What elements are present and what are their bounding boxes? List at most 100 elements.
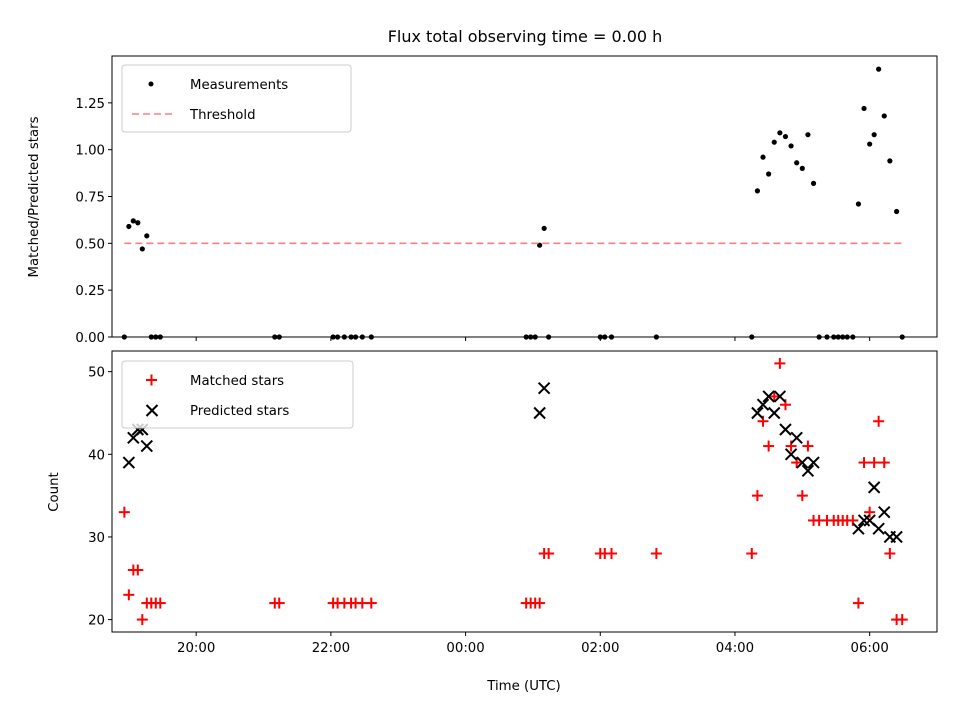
x-tick-label: 22:00 bbox=[312, 641, 350, 656]
top-legend-box bbox=[121, 64, 352, 133]
data-point bbox=[774, 357, 786, 369]
data-point bbox=[893, 208, 900, 215]
data-point bbox=[154, 597, 166, 609]
data-point bbox=[790, 431, 803, 444]
data-point bbox=[872, 522, 885, 535]
data-point bbox=[543, 547, 555, 559]
data-point bbox=[867, 141, 873, 147]
bottom-panel: 20 30 40 50 20:00 22:00 00:00 02:00 04:00 06:00 C… bbox=[47, 350, 938, 694]
legend-label-predicted: Predicted stars bbox=[190, 404, 289, 419]
x-tick-label: 00:00 bbox=[446, 641, 484, 656]
bottom-axes-frame bbox=[111, 350, 938, 633]
x-tick-label: 06:00 bbox=[850, 641, 888, 656]
y-tick-label: 0.25 bbox=[75, 284, 105, 299]
data-point bbox=[760, 154, 766, 160]
data-point bbox=[855, 201, 862, 207]
x-tick-label: 04:00 bbox=[716, 641, 754, 656]
chart-title: Flux total observing time = 0.00 h bbox=[388, 27, 663, 46]
bottom-y-axis-label: Count bbox=[47, 472, 62, 512]
data-point bbox=[118, 506, 130, 518]
data-point bbox=[887, 158, 893, 164]
series-matched-stars bbox=[118, 357, 908, 626]
data-point bbox=[537, 381, 551, 395]
y-tick-label: 0.50 bbox=[75, 237, 105, 252]
y-tick-label: 40 bbox=[88, 448, 105, 463]
data-point bbox=[857, 514, 871, 527]
top-y-axis-label: Matched/Predicted stars bbox=[27, 116, 42, 277]
data-point bbox=[756, 398, 770, 411]
data-point bbox=[805, 132, 811, 138]
data-point bbox=[779, 423, 792, 436]
data-point bbox=[763, 440, 775, 452]
data-point bbox=[144, 233, 150, 239]
top-axes-frame bbox=[111, 55, 938, 338]
data-point bbox=[122, 456, 136, 469]
data-point bbox=[796, 490, 808, 502]
data-point bbox=[754, 188, 761, 194]
y-tick-label: 1.25 bbox=[75, 97, 105, 112]
x-tick-label: 02:00 bbox=[581, 641, 619, 656]
top-panel: Flux total observing time = 0.00 h 0.000… bbox=[27, 27, 938, 346]
data-point bbox=[605, 547, 617, 559]
data-point bbox=[140, 439, 154, 453]
data-point bbox=[796, 456, 809, 469]
data-point bbox=[801, 464, 815, 478]
data-point bbox=[126, 223, 132, 230]
legend-marker-matched bbox=[146, 374, 157, 386]
data-point bbox=[746, 547, 758, 559]
legend-label-threshold: Threshold bbox=[189, 108, 256, 123]
data-point bbox=[873, 415, 885, 427]
data-point bbox=[766, 171, 772, 177]
data-point bbox=[762, 390, 775, 403]
y-tick-label: 20 bbox=[88, 614, 105, 629]
x-tick-label: 20:00 bbox=[177, 641, 215, 656]
top-axes-layer: 0.00 0.25 0.50 0.75 1.00 1.25 bbox=[75, 97, 871, 346]
bottom-legend: Matched stars Predicted stars bbox=[121, 360, 354, 429]
legend-label-measurements: Measurements bbox=[190, 78, 288, 93]
data-point bbox=[802, 440, 814, 452]
data-point bbox=[782, 133, 789, 140]
data-point bbox=[878, 457, 890, 469]
data-point bbox=[868, 457, 880, 469]
data-point bbox=[858, 457, 870, 469]
bottom-axes-layer: 20 30 40 50 20:00 22:00 00:00 02:00 04:00 06:00 bbox=[88, 366, 889, 656]
data-point bbox=[135, 220, 141, 226]
data-point bbox=[890, 530, 903, 544]
legend-marker-predicted bbox=[145, 404, 159, 417]
data-point bbox=[810, 180, 817, 186]
data-point bbox=[799, 165, 805, 171]
data-point bbox=[751, 406, 764, 420]
data-point bbox=[876, 66, 882, 72]
y-tick-label: 30 bbox=[88, 531, 105, 546]
top-legend: Measurements Threshold bbox=[121, 64, 352, 133]
data-point bbox=[794, 160, 800, 166]
data-point bbox=[881, 113, 887, 119]
data-point bbox=[534, 597, 546, 609]
data-point bbox=[123, 589, 135, 601]
y-tick-label: 50 bbox=[88, 366, 105, 381]
data-point bbox=[807, 456, 820, 469]
data-point bbox=[273, 597, 285, 609]
data-point bbox=[537, 242, 543, 248]
data-point bbox=[136, 614, 148, 626]
y-tick-label: 0.75 bbox=[75, 191, 105, 206]
data-point bbox=[777, 130, 783, 136]
data-point bbox=[139, 246, 145, 252]
data-point bbox=[867, 481, 881, 494]
data-point bbox=[784, 448, 798, 461]
data-point bbox=[533, 406, 546, 420]
x-axis-label: Time (UTC) bbox=[486, 679, 561, 694]
data-point bbox=[871, 132, 877, 138]
data-point bbox=[771, 139, 777, 145]
y-tick-label: 1.00 bbox=[75, 144, 105, 159]
data-point bbox=[852, 522, 865, 535]
data-point bbox=[884, 547, 896, 559]
bottom-legend-box bbox=[121, 360, 354, 429]
data-point bbox=[896, 614, 908, 626]
data-point bbox=[768, 406, 781, 420]
data-point bbox=[130, 218, 136, 224]
legend-label-matched: Matched stars bbox=[190, 374, 284, 389]
data-point bbox=[861, 105, 867, 112]
data-point bbox=[773, 390, 787, 403]
